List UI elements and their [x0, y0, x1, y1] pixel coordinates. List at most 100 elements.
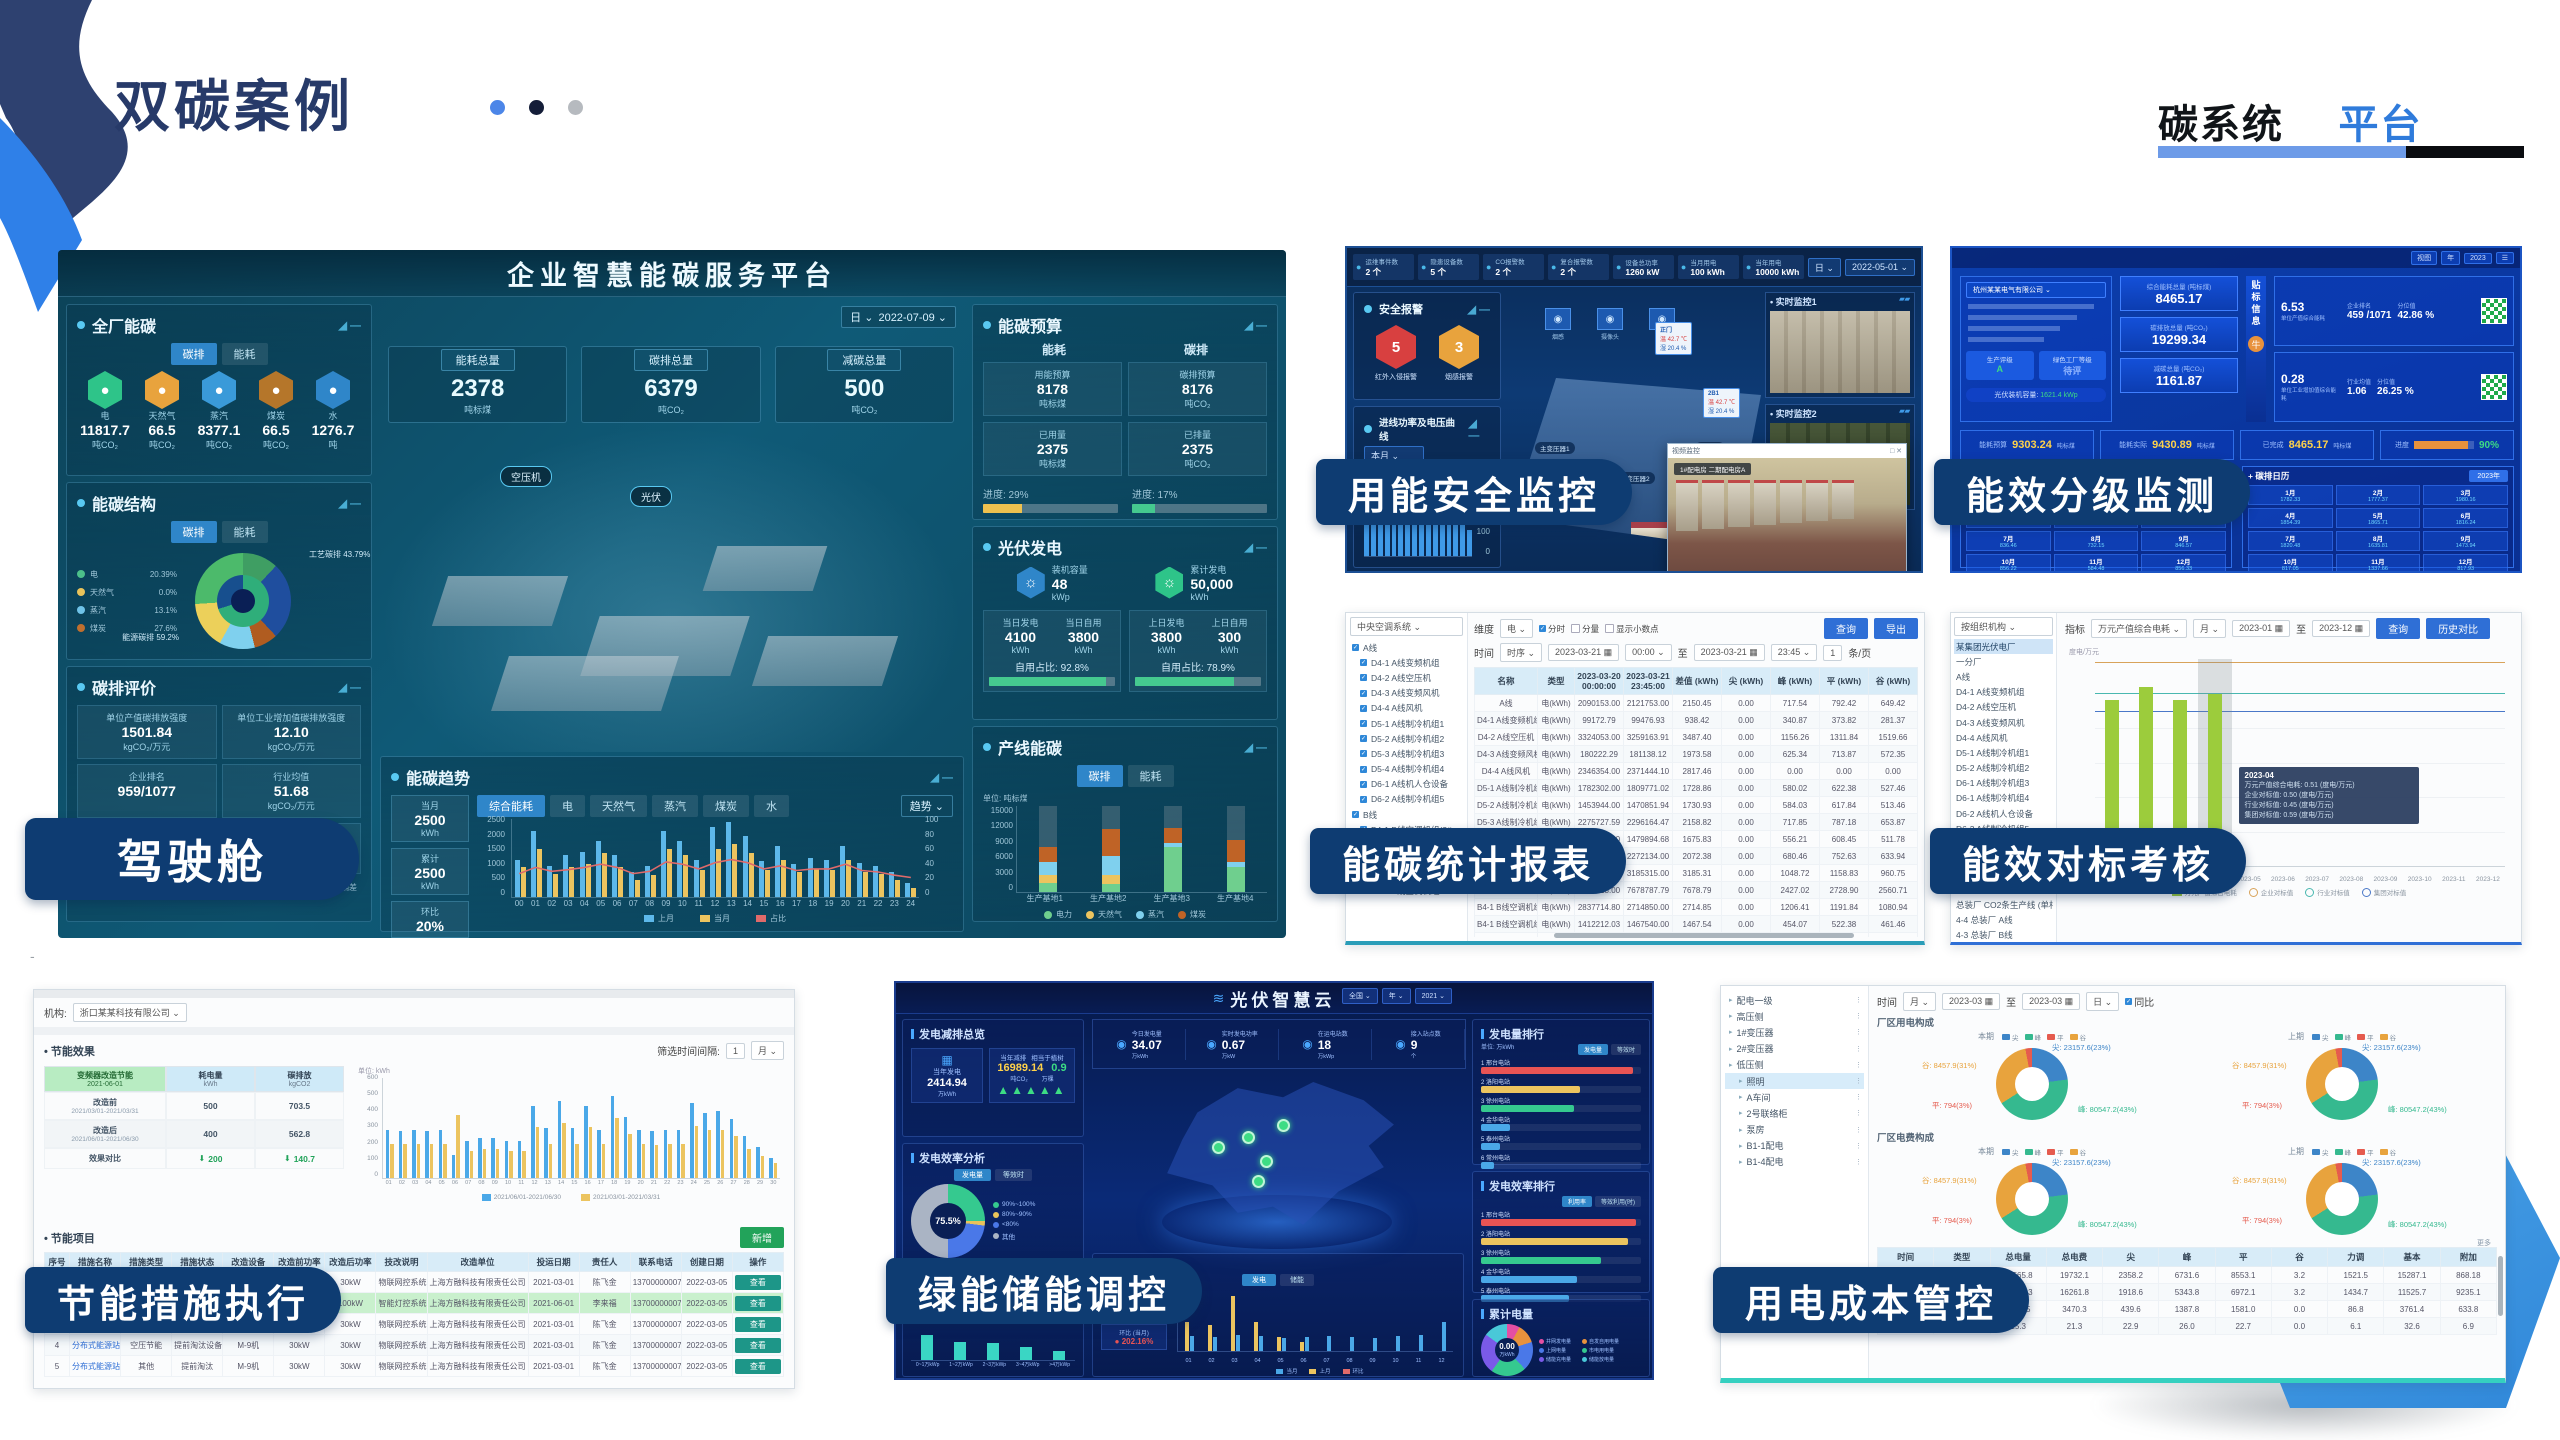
tree-item[interactable]: A线	[1956, 671, 1971, 682]
tree-checkbox[interactable]: ✓	[1360, 735, 1367, 743]
company-select[interactable]: 杭州某某电气有限公司 ⌄	[1966, 282, 2106, 298]
date-from[interactable]: 2023-03-21 ▦	[1548, 644, 1620, 661]
yoy-check[interactable]: ✓ 同比	[2125, 994, 2154, 1009]
trend-tab-发电[interactable]: 发电	[1242, 1274, 1276, 1286]
tree-item[interactable]: D5-1 A线制冷机组1	[1956, 747, 2030, 758]
month-cell[interactable]: 10月 817.05	[2248, 554, 2333, 571]
date-to[interactable]: 2023-03 ▦	[2022, 993, 2081, 1010]
tree-item[interactable]: 总装厂 CO2条生产线 (单相, 模块)	[1956, 899, 2053, 910]
pagination-dot[interactable]	[490, 100, 505, 115]
tree-select[interactable]: 中央空调系统 ⌄	[1350, 617, 1463, 636]
tab-水[interactable]: 水	[754, 795, 789, 817]
tree-item[interactable]: D6-1 A线制冷机组3	[1956, 778, 2030, 789]
query-button[interactable]: 查询	[1824, 618, 1868, 639]
tree-checkbox[interactable]: ✓	[1360, 765, 1367, 773]
tab-天然气[interactable]: 天然气	[590, 795, 647, 817]
tab-能耗[interactable]: 能耗	[1127, 765, 1174, 787]
period-select[interactable]: 月 ⌄	[1903, 992, 1937, 1011]
indicator-select[interactable]: 万元产值综合电耗 ⌄	[2091, 619, 2188, 638]
topbar-control[interactable]: 年	[2441, 251, 2461, 265]
month-cell[interactable]: 8月 732.15	[2053, 531, 2139, 551]
tree-checkbox[interactable]: ✓	[1360, 720, 1367, 728]
tree-item[interactable]: ✓ D5-3 A线制冷机组3	[1350, 746, 1463, 761]
tab-能耗[interactable]: 能耗	[221, 521, 268, 543]
tree-checkbox[interactable]: ✓	[1360, 795, 1367, 803]
org-select[interactable]: 浙口某某科技有限公司 ⌄	[72, 1003, 187, 1022]
month-cell[interactable]: 11月 584.48	[2053, 554, 2139, 571]
eff-tab-等效时[interactable]: 等效时	[995, 1169, 1032, 1181]
h-scrollbar[interactable]	[1554, 933, 1854, 938]
filter-unit[interactable]: 月 ⌄	[750, 1041, 784, 1060]
checkbox[interactable]: ✓	[1539, 625, 1547, 632]
tree-checkbox[interactable]: ✓	[1360, 689, 1367, 697]
filter-2021[interactable]: 2021 ⌄	[1414, 988, 1452, 1004]
more-link[interactable]: 更多	[2477, 1240, 2491, 1247]
tree-item[interactable]: 某集团光伏电厂	[1954, 639, 2053, 655]
tree-item[interactable]: 4-3 总装厂 B线	[1956, 930, 2013, 941]
check-分量[interactable]: 分量	[1571, 623, 1599, 635]
checkbox[interactable]: ✓	[2125, 998, 2133, 1005]
view-button[interactable]: 查看	[734, 1274, 781, 1290]
topbar-control[interactable]: 2023	[2464, 252, 2492, 264]
tree-item[interactable]: ✓ D5-4 A线制冷机组4	[1350, 762, 1463, 777]
view-button[interactable]: 查看	[734, 1295, 781, 1311]
query-button[interactable]: 查询	[2376, 618, 2421, 639]
date-from[interactable]: 2023-01 ▦	[2232, 620, 2291, 637]
tree-item[interactable]: ▸ 2#变压器 ⋮	[1725, 1041, 1864, 1057]
tree-item[interactable]: 4-4 总装厂 A线	[1956, 914, 2013, 925]
tree-item[interactable]: ✓ D6-1 A线机人仓设备	[1350, 777, 1463, 792]
tree-checkbox[interactable]: ✓	[1360, 750, 1367, 758]
tree-item[interactable]: ▸ B1-4配电 ⋮	[1725, 1154, 1864, 1170]
tree-item[interactable]: ✓ D5-2 A线制冷机组2	[1350, 731, 1463, 746]
tab-蒸汽[interactable]: 蒸汽	[652, 795, 698, 817]
tab-电[interactable]: 电	[550, 795, 585, 817]
tab-能耗[interactable]: 能耗	[221, 343, 268, 365]
month-cell[interactable]: 11月 1337.66	[2335, 554, 2421, 571]
trend-dropdown[interactable]: 趋势 ⌄	[900, 795, 953, 817]
tree-item[interactable]: ✓ D6-2 A线制冷机组5	[1350, 792, 1463, 807]
tree-item[interactable]: 一分厂	[1956, 656, 1982, 667]
tab-碳排[interactable]: 碳排	[170, 521, 217, 543]
tree-item[interactable]: ✓ D4-1 A线变频机组	[1350, 655, 1463, 670]
tree-item[interactable]: D4-3 A线变频风机	[1956, 717, 2025, 728]
tree-item[interactable]: ▸ 1#变压器 ⋮	[1725, 1024, 1864, 1040]
trend-tab-储能[interactable]: 储能	[1280, 1274, 1314, 1286]
tree-item[interactable]: ▸ 高压侧 ⋮	[1725, 1008, 1864, 1024]
panel-energy-carbon-report[interactable]: 中央空调系统 ⌄ ✓ A线 ✓ D4-1 A线变频机组 ✓ D4-2 A线空压机 ✓ D4-3 …	[1345, 612, 1925, 945]
view-button[interactable]: 查看	[734, 1358, 781, 1374]
time-to[interactable]: 23:45 ⌄	[1770, 644, 1818, 661]
month-cell[interactable]: 8月 1635.81	[2335, 531, 2421, 551]
panel-benchmark-assessment[interactable]: 按组织机构 ⌄ 某集团光伏电厂 一分厂 A线 D4-1 A线变频机组 D4-2 A线空压机…	[1950, 612, 2522, 945]
rank-tab-发电量[interactable]: 发电量	[1577, 1044, 1608, 1055]
granularity-select[interactable]: 时序 ⌄	[1500, 643, 1543, 662]
tree-item[interactable]: D4-2 A线空压机	[1956, 702, 2016, 713]
filter-全国[interactable]: 全国 ⌄	[1341, 988, 1378, 1004]
tree-checkbox[interactable]: ✓	[1352, 811, 1359, 819]
topbar-control[interactable]: ☰	[2495, 252, 2514, 264]
pagination-dot[interactable]	[568, 100, 583, 115]
date-from[interactable]: 2023-03 ▦	[1942, 993, 2001, 1010]
month-cell[interactable]: 7月 1820.48	[2248, 531, 2333, 551]
date-value[interactable]: 2022-05-01 ⌄	[1844, 258, 1916, 276]
tree-item[interactable]: ✓ D5-1 A线制冷机组1	[1350, 716, 1463, 731]
tree-item[interactable]: ✓ B线	[1350, 807, 1463, 822]
tab-煤炭[interactable]: 煤炭	[703, 795, 749, 817]
date-to[interactable]: 2023-03-21 ▦	[1693, 644, 1765, 661]
rank-tab-等效利用(时)[interactable]: 等效利用(时)	[1595, 1196, 1641, 1207]
tree-item[interactable]: ✓ A线	[1350, 640, 1463, 655]
date-select[interactable]: 日 ⌄	[1807, 257, 1841, 277]
rating-button[interactable]: 生产评级 A	[1966, 351, 2034, 380]
tree-checkbox[interactable]: ✓	[1360, 674, 1367, 682]
time-from[interactable]: 00:00 ⌄	[1625, 644, 1672, 661]
rank-tab-等效时[interactable]: 等效时	[1610, 1044, 1641, 1055]
tree-item[interactable]: 4-2 总装厂 C线	[1954, 943, 2053, 945]
tree-checkbox[interactable]: ✓	[1360, 704, 1367, 712]
month-cell[interactable]: 9月 1473.94	[2423, 531, 2508, 551]
tree-item[interactable]: D4-1 A线变频机组	[1956, 687, 2025, 698]
tree-item[interactable]: ▸ B1-1配电 ⋮	[1725, 1138, 1864, 1154]
check-分时[interactable]: ✓ 分时	[1539, 623, 1565, 635]
